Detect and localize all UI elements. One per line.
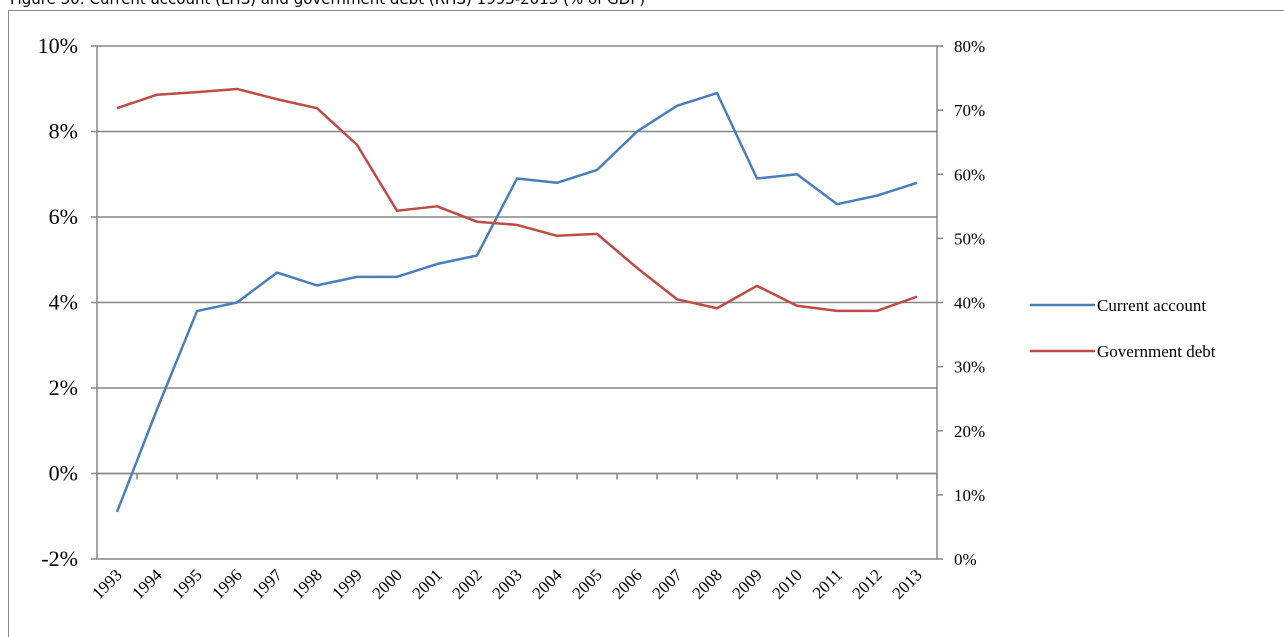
y2-tick-label: 80% [954,37,985,56]
x-tick-label: 2009 [728,565,765,602]
y-tick-label: 6% [49,204,78,229]
x-tick-label: 2000 [368,565,405,602]
y-tick-label: 2% [49,375,78,400]
x-tick-label: 2010 [768,565,805,602]
series-line [115,91,918,513]
y-tick-label: 0% [49,461,78,486]
y-tick-label: 4% [49,290,78,315]
legend-label: Government debt [1097,342,1216,361]
x-tick-label: 1996 [208,565,245,602]
x-tick-label: 1993 [88,565,125,602]
x-tick-label: 2001 [408,565,445,602]
series-line [116,87,918,313]
y2-tick-label: 10% [954,486,985,505]
chart-frame [8,10,1284,637]
x-tick-label: 2005 [568,565,605,602]
y2-tick-label: 0% [954,550,977,569]
x-tick-label: 1994 [128,565,166,603]
y2-tick-label: 50% [954,229,985,248]
y2-tick-label: 40% [954,294,985,313]
y-tick-label: -2% [41,546,78,571]
x-tick-label: 2011 [809,565,846,602]
y2-tick-label: 60% [954,165,985,184]
y-tick-label: 10% [38,33,78,58]
x-tick-label: 2006 [608,565,645,602]
y2-tick-label: 30% [954,358,985,377]
x-tick-label: 2008 [688,565,725,602]
chart-title: Figure 30: Current account (LHS) and gov… [10,0,645,8]
x-tick-label: 1999 [328,565,365,602]
x-tick-label: 2012 [848,565,885,602]
x-tick-label: 2003 [488,565,525,602]
x-tick-label: 1995 [168,565,205,602]
y2-tick-label: 20% [954,422,985,441]
y-tick-label: 8% [49,119,78,144]
x-tick-label: 2013 [888,565,925,602]
x-tick-label: 2007 [648,565,686,603]
x-tick-label: 1997 [248,565,286,603]
x-tick-label: 1998 [288,565,325,602]
x-tick-label: 2004 [528,565,566,603]
legend-label: Current account [1097,296,1206,315]
x-tick-label: 2002 [448,565,485,602]
y2-tick-label: 70% [954,101,985,120]
